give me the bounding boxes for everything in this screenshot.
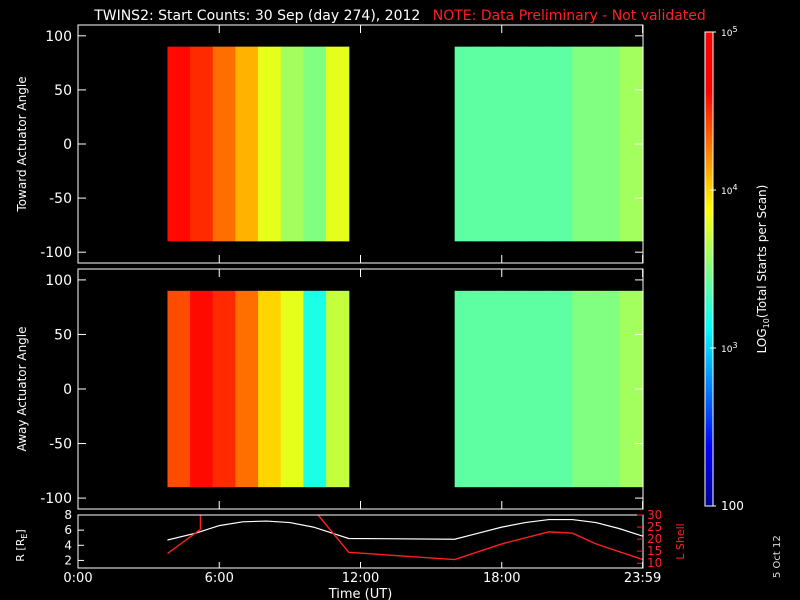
y-tick-label: -50 bbox=[49, 191, 72, 207]
y-tick-label: -50 bbox=[49, 437, 72, 453]
y-tick-label: 50 bbox=[54, 83, 72, 99]
y-tick-label: 6 bbox=[64, 523, 72, 537]
heatmap-cell bbox=[326, 46, 350, 242]
y-axis-label: Away Actuator Angle bbox=[15, 326, 29, 451]
preliminary-note: NOTE: Data Preliminary - Not validated bbox=[432, 8, 706, 24]
heatmap-cell bbox=[190, 46, 214, 242]
y-tick-label: 100 bbox=[45, 29, 72, 45]
lshell-line bbox=[317, 515, 643, 561]
x-tick-label: 12:00 bbox=[342, 571, 379, 586]
x-tick-label: 0:00 bbox=[63, 571, 92, 586]
heatmap-cell bbox=[572, 46, 597, 242]
y-tick-label: 4 bbox=[64, 538, 72, 552]
colorbar-tick-label: 105 bbox=[721, 25, 738, 39]
colorbar-frame bbox=[704, 31, 714, 507]
x-axis-label: Time (UT) bbox=[328, 587, 393, 600]
y2-tick-label: 15 bbox=[647, 544, 662, 558]
heatmap-cell bbox=[303, 290, 327, 488]
colorbar-tick-label: 103 bbox=[721, 341, 738, 355]
y2-tick-label: 25 bbox=[647, 520, 662, 534]
heatmap-cell bbox=[258, 290, 282, 488]
colorbar-tick-label: 100 bbox=[721, 499, 744, 513]
colorbar-gradient bbox=[705, 32, 713, 506]
heatmap-cell bbox=[212, 46, 237, 242]
heatmap-cell bbox=[595, 46, 621, 242]
heatmap-cell bbox=[235, 46, 259, 242]
toward-actuator-panel: -100 -50 0 50 100 Toward Actuator Angle bbox=[15, 24, 644, 264]
y-tick-label: 8 bbox=[64, 508, 72, 522]
heatmap-cell bbox=[190, 290, 214, 488]
away-actuator-panel: -100 -50 0 50 100 Away Actuator Angle bbox=[15, 268, 644, 510]
colorbar-tick-label: 104 bbox=[721, 183, 738, 197]
chart-title-main: TWINS2: Start Counts: 30 Sep (day 274), … bbox=[94, 8, 421, 24]
colorbar-label: LOG10(Total Starts per Scan) bbox=[755, 185, 771, 354]
x-tick-label: 6:00 bbox=[205, 571, 234, 586]
y2-tick-label: 30 bbox=[647, 508, 662, 522]
date-stamp: 5 Oct 12 bbox=[772, 535, 783, 578]
heatmap-cell bbox=[326, 290, 350, 488]
heatmap-cell bbox=[280, 46, 305, 242]
heatmap-cell bbox=[303, 46, 327, 242]
chart-title: TWINS2: Start Counts: 30 Sep (day 274), … bbox=[0, 8, 800, 24]
heatmap-cell bbox=[454, 290, 479, 488]
y-tick-label: 0 bbox=[63, 137, 72, 153]
heatmap-cell bbox=[454, 46, 479, 242]
y-axis-label: R [RE] bbox=[14, 529, 29, 561]
heatmap-cell bbox=[572, 290, 597, 488]
heatmap-cell bbox=[525, 290, 550, 488]
heatmap-cell bbox=[167, 290, 191, 488]
y-tick-label: -100 bbox=[40, 245, 72, 261]
panel-frame bbox=[77, 514, 644, 569]
y-tick-label: 100 bbox=[45, 273, 72, 289]
heatmap-cell bbox=[280, 290, 305, 488]
heatmap-cell bbox=[478, 46, 503, 242]
y2-axis-label: L Shell bbox=[674, 523, 687, 559]
heatmap-cell bbox=[478, 290, 503, 488]
lshell-line bbox=[167, 515, 202, 555]
heatmap-cell bbox=[212, 290, 237, 488]
heatmap-cell bbox=[595, 290, 621, 488]
y-tick-label: 50 bbox=[54, 327, 72, 343]
heatmap-cell bbox=[548, 290, 573, 488]
heatmap-cell bbox=[525, 46, 550, 242]
heatmap-cell bbox=[501, 46, 526, 242]
heatmap-cell bbox=[548, 46, 573, 242]
y2-tick-label: 10 bbox=[647, 556, 662, 570]
heatmap-cell bbox=[167, 46, 191, 242]
y2-tick-label: 20 bbox=[647, 532, 662, 546]
heatmap-cell bbox=[235, 290, 259, 488]
y-axis-label: Toward Actuator Angle bbox=[15, 76, 29, 212]
y-tick-label: 2 bbox=[64, 553, 72, 567]
heatmap-cell bbox=[258, 46, 282, 242]
y-tick-label: 0 bbox=[63, 382, 72, 398]
radius-line bbox=[167, 518, 643, 541]
heatmap-cell bbox=[501, 290, 526, 488]
x-tick-label: 18:00 bbox=[483, 571, 520, 586]
colorbar: 100 103 104 105 LOG10(Total Starts per Scan) bbox=[704, 25, 771, 513]
x-tick-label: 23:59 bbox=[624, 571, 661, 586]
y-tick-label: -100 bbox=[40, 491, 72, 507]
